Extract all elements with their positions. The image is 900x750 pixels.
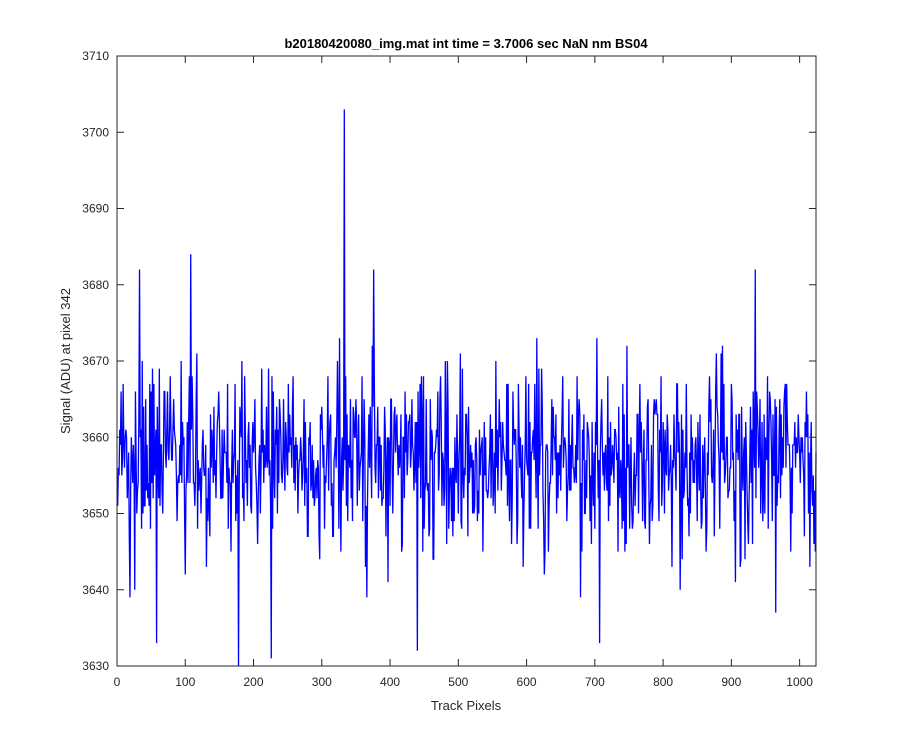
x-tick-label: 800 [653, 675, 673, 689]
y-tick-label: 3710 [82, 49, 109, 63]
x-axis-label: Track Pixels [431, 698, 502, 713]
y-tick-label: 3670 [82, 354, 109, 368]
x-tick-label: 700 [585, 675, 605, 689]
y-axis-label: Signal (ADU) at pixel 342 [58, 288, 73, 434]
y-tick-label: 3680 [82, 278, 109, 292]
plot-area [117, 56, 816, 666]
x-tick-label: 200 [244, 675, 264, 689]
x-tick-label: 400 [380, 675, 400, 689]
y-tick-label: 3660 [82, 430, 109, 444]
y-tick-label: 3700 [82, 125, 109, 139]
series-layer [117, 109, 817, 667]
x-tick-label: 300 [312, 675, 332, 689]
chart-title: b20180420080_img.mat int time = 3.7006 s… [284, 36, 648, 51]
x-tick-label: 0 [114, 675, 121, 689]
y-tick-label: 3690 [82, 202, 109, 216]
tick-layer: 0 100 200 300 400 500 600 700 800 900 1000 3630 3640… [82, 49, 816, 689]
x-tick-label: 900 [721, 675, 741, 689]
x-tick-label: 500 [448, 675, 468, 689]
series-line [117, 109, 817, 667]
y-tick-label: 3640 [82, 583, 109, 597]
y-tick-label: 3650 [82, 507, 109, 521]
x-tick-label: 100 [175, 675, 195, 689]
x-tick-label: 600 [517, 675, 537, 689]
y-tick-label: 3630 [82, 659, 109, 673]
x-tick-label: 1000 [786, 675, 813, 689]
